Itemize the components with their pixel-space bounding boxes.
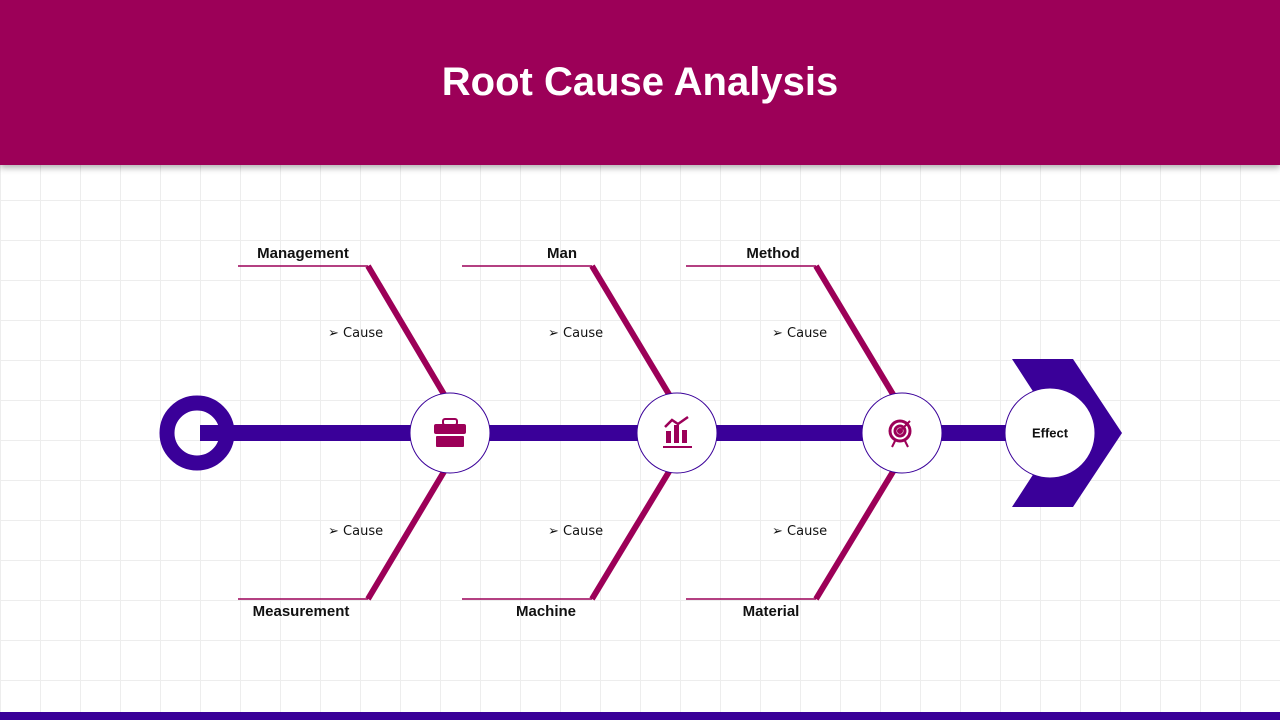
cause-item: ➢ Cause xyxy=(772,524,828,539)
effect-label: Effect xyxy=(1031,425,1069,441)
arrow-bullet-icon: ➢ xyxy=(328,326,344,341)
bone-man xyxy=(462,264,673,398)
spine xyxy=(200,425,1030,441)
arrow-bullet-icon: ➢ xyxy=(548,326,564,341)
header-banner: Root Cause Analysis xyxy=(0,0,1280,165)
category-man: Man xyxy=(547,245,577,262)
briefcase-icon xyxy=(434,418,466,447)
arrow-bullet-icon: ➢ xyxy=(328,524,344,539)
category-measurement: Measurement xyxy=(252,603,350,620)
category-method: Method xyxy=(746,245,800,262)
tail-ring xyxy=(159,395,235,471)
arrow-bullet-icon: ➢ xyxy=(772,524,788,539)
page-title: Root Cause Analysis xyxy=(441,60,839,104)
bone-method xyxy=(686,264,897,398)
cause-item: ➢ Cause xyxy=(328,326,384,341)
bones xyxy=(238,264,897,601)
arrow-bullet-icon: ➢ xyxy=(772,326,788,341)
bone-machine xyxy=(462,468,673,601)
bone-measurement xyxy=(238,468,448,601)
category-material: Material xyxy=(742,603,800,620)
bone-material xyxy=(686,468,897,601)
cause-item: ➢ Cause xyxy=(548,326,604,341)
cause-item: ➢ Cause xyxy=(328,524,384,539)
chart-growth-icon xyxy=(663,415,692,448)
target-icon xyxy=(888,419,912,448)
category-machine: Machine xyxy=(515,603,577,620)
arrow-bullet-icon: ➢ xyxy=(548,524,564,539)
footer-bar xyxy=(0,712,1280,720)
cause-item: ➢ Cause xyxy=(772,326,828,341)
cause-item: ➢ Cause xyxy=(548,524,604,539)
bone-management xyxy=(238,264,448,398)
category-management: Management xyxy=(257,245,349,262)
